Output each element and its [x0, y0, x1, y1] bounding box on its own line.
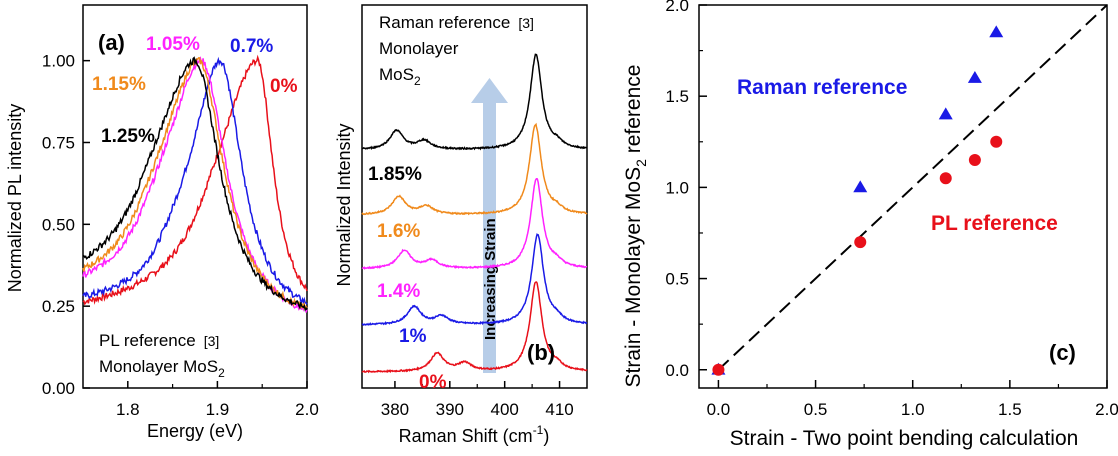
raman-label-1.85: 1.85% — [368, 164, 422, 185]
raman-reference-num: [3] — [518, 15, 534, 31]
panel-a-xtick-label: 1.8 — [116, 400, 140, 419]
panel-c-xtick-label: 2.0 — [1095, 400, 1118, 419]
panel-c-ticks: 0.0 0.5 1.0 1.5 2.0 0.0 0.5 1.0 1.5 2.0 — [665, 0, 1118, 419]
legend-label-0.7: 0.7% — [230, 36, 273, 57]
panel-c-xtick-label: 0.0 — [707, 400, 731, 419]
panel-b-xlabel-end: ) — [543, 426, 549, 446]
pl-reference-label: PL reference — [99, 331, 196, 350]
panel-a-ticks: 1.8 1.9 2.0 0.00 0.25 0.50 0.75 1.00 — [42, 52, 319, 419]
panel-c-label: (c) — [1049, 340, 1076, 365]
pl-reference-legend: PL reference — [931, 212, 1058, 235]
panel-b: Increasing Strain 380 390 400 410 Raman ref… — [334, 4, 588, 446]
legend-label-0: 0% — [270, 76, 298, 97]
raman-curve-1.4pct — [361, 177, 588, 270]
raman-label-1.6: 1.6% — [377, 221, 420, 242]
panel-a-xtick-label: 1.9 — [206, 400, 230, 419]
raman-curve-1.85pct — [361, 53, 588, 151]
panel-a-xlabel: Energy (eV) — [147, 421, 243, 441]
panel-c: 0.0 0.5 1.0 1.5 2.0 0.0 0.5 1.0 1.5 2.0 Raman ref… — [622, 0, 1118, 450]
panel-b-xtick-label: 400 — [490, 400, 518, 419]
panel-c-ytick-label: 1.5 — [665, 87, 689, 106]
raman-reference-legend: Raman reference — [737, 76, 907, 99]
raman-mos2-sub: 2 — [414, 74, 421, 88]
raman-reference-point — [967, 70, 982, 83]
panel-b-xtick-label: 410 — [545, 400, 573, 419]
legend-label-1.25: 1.25% — [101, 126, 155, 147]
panel-b-xlabel-main: Raman Shift (cm — [399, 426, 533, 446]
pl-reference-num: [3] — [204, 333, 220, 349]
panel-a-ytick-label: 1.00 — [42, 52, 75, 71]
increasing-strain-arrow — [471, 78, 508, 373]
panel-b-xtick-label: 390 — [436, 400, 464, 419]
raman-reference-label: Raman reference — [379, 13, 510, 32]
panel-a-ytick-label: 0.50 — [42, 215, 75, 234]
increasing-strain-label: Increasing Strain — [482, 218, 499, 340]
pl-reference-point — [968, 154, 981, 167]
pl-reference-point — [712, 363, 725, 376]
panel-c-xtick-label: 1.0 — [901, 400, 925, 419]
pl-curve-0pct — [82, 54, 308, 306]
panel-a-ytick-label: 0.00 — [42, 379, 75, 398]
panel-c-ylabel-end: reference — [622, 65, 645, 160]
pl-monolayer-label: Monolayer MoS — [99, 357, 218, 376]
panel-a-xtick-label: 2.0 — [295, 400, 319, 419]
raman-label-1: 1% — [399, 326, 427, 347]
panel-c-frame — [698, 4, 1108, 389]
panel-c-ytick-label: 2.0 — [665, 0, 689, 15]
raman-reference-text: Raman reference [3] — [379, 13, 534, 32]
panel-b-xtick-label: 380 — [381, 400, 409, 419]
panel-a: 1.8 1.9 2.00.000.250.500.751.00 (a) 1.05% … — [5, 4, 319, 441]
raman-reference-point — [853, 180, 868, 193]
panel-b-curves — [361, 53, 588, 374]
raman-label-1.4: 1.4% — [377, 281, 420, 302]
pl-reference-point — [854, 236, 867, 249]
panel-b-ticks: 380 390 400 410 — [381, 381, 574, 419]
panel-c-ytick-label: 1.0 — [665, 178, 689, 197]
panel-b-frame — [361, 4, 588, 389]
panel-a-ylabel: Normalized PL intensity — [5, 104, 25, 292]
legend-label-1.15: 1.15% — [92, 74, 146, 95]
panel-c-ylabel: Strain - Monolayer MoS2 reference — [622, 65, 649, 388]
raman-curve-1pct — [361, 232, 588, 326]
pl-curve-0.7pct — [82, 56, 308, 305]
raman-reference-point — [989, 25, 1004, 38]
panel-c-ylabel-main: Strain - Monolayer MoS — [622, 167, 645, 388]
pl-reference-point — [990, 135, 1003, 148]
panel-c-ylabel-sub: 2 — [633, 159, 649, 167]
raman-label-0: 0% — [419, 372, 447, 393]
panel-a-frame — [82, 4, 308, 389]
panel-a-ytick-label: 0.25 — [42, 297, 75, 316]
panel-a-label: (a) — [98, 30, 125, 55]
reference-diagonal-line — [717, 4, 1108, 371]
panel-b-xlabel-sup: -1 — [533, 423, 544, 437]
panel-a-ytick-label: 0.75 — [42, 133, 75, 152]
panel-b-ylabel: Normalized Intensity — [334, 123, 354, 286]
raman-curve-0pct — [361, 281, 588, 374]
panel-c-points — [711, 25, 1004, 376]
panel-c-xtick-label: 1.5 — [998, 400, 1022, 419]
raman-curve-1.6pct — [361, 122, 588, 216]
raman-mos2-text: MoS2 — [379, 65, 421, 88]
legend-label-1.05: 1.05% — [146, 34, 200, 55]
panel-b-xlabel: Raman Shift (cm-1) — [399, 423, 550, 446]
pl-monolayer-text: Monolayer MoS2 — [99, 357, 225, 380]
panel-a-curves — [82, 54, 308, 313]
panel-c-xlabel: Strain - Two point bending calculation — [730, 427, 1079, 450]
pl-reference-point — [939, 172, 952, 185]
panel-c-ytick-label: 0.5 — [665, 270, 689, 289]
pl-reference-text: PL reference [3] — [99, 331, 219, 350]
raman-reference-point — [938, 107, 953, 120]
raman-mos2-label: MoS — [379, 65, 414, 84]
pl-curve-1.25pct — [82, 56, 308, 312]
panel-c-xtick-label: 0.5 — [804, 400, 828, 419]
pl-monolayer-sub: 2 — [218, 366, 225, 380]
panel-c-ytick-label: 0.0 — [665, 361, 689, 380]
panel-b-label: (b) — [527, 340, 555, 365]
raman-monolayer-label: Monolayer — [379, 39, 459, 58]
